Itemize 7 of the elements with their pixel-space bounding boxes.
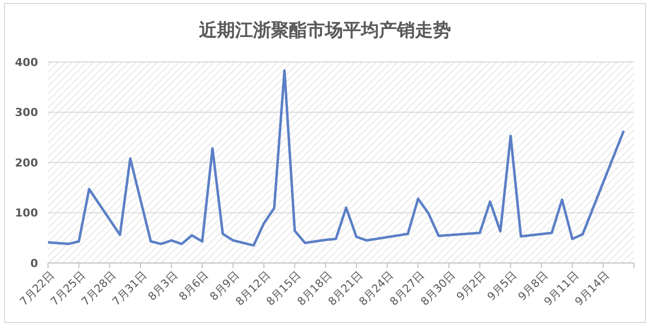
y-tick-label: 300 — [15, 106, 38, 120]
y-tick-label: 400 — [15, 56, 38, 69]
y-tick-label: 100 — [15, 206, 38, 220]
y-tick-label: 0 — [30, 256, 38, 270]
chart-title: 近期江浙聚酯市场平均产销走势 — [198, 20, 451, 41]
y-tick-label: 200 — [15, 156, 38, 170]
line-series — [46, 69, 625, 247]
